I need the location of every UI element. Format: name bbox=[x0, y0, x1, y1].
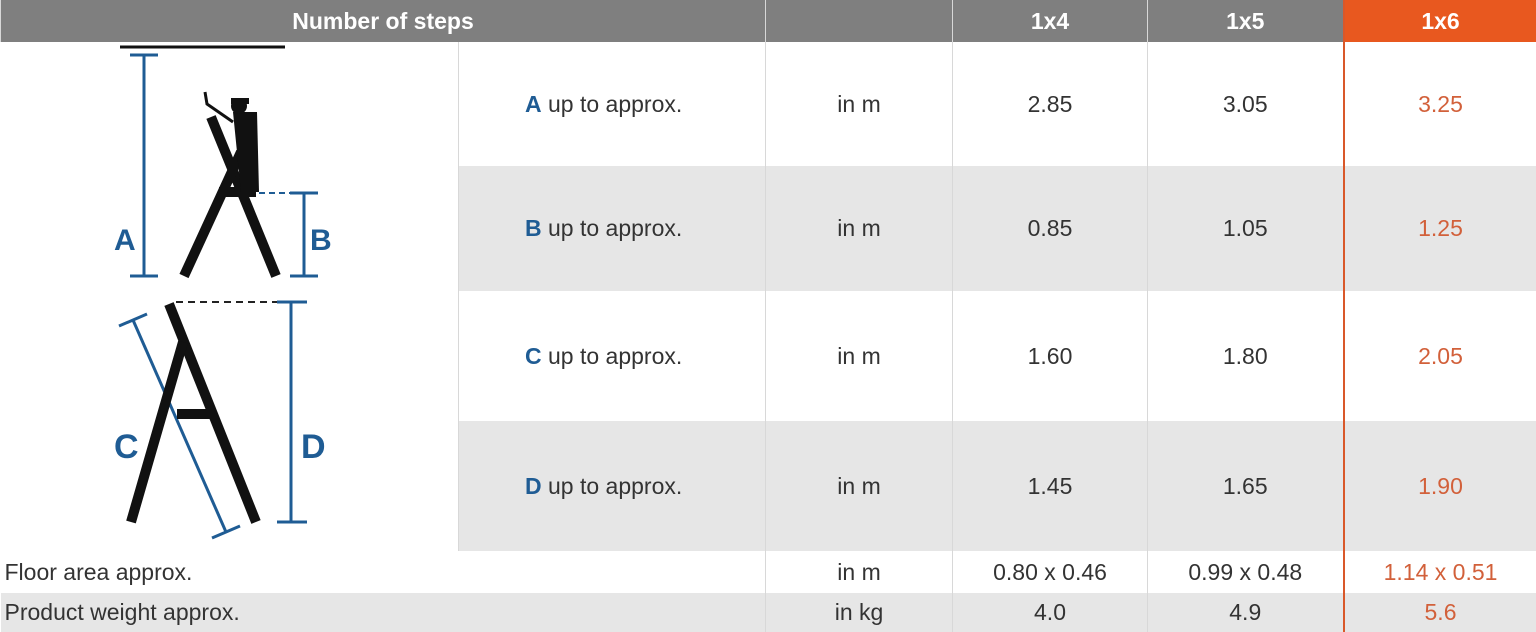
value-1x5: 1.05 bbox=[1148, 166, 1344, 290]
unit: in kg bbox=[766, 593, 953, 632]
unit: in m bbox=[766, 551, 953, 593]
value-1x6: 2.05 bbox=[1344, 291, 1536, 422]
row-label: C up to approx. bbox=[459, 291, 766, 422]
letter-d: D bbox=[301, 428, 326, 466]
value-1x4: 0.80 x 0.46 bbox=[953, 551, 1148, 593]
value-1x6: 1.25 bbox=[1344, 166, 1536, 290]
value-1x4: 1.60 bbox=[953, 291, 1148, 422]
unit: in m bbox=[766, 291, 953, 422]
value-1x5: 3.05 bbox=[1148, 42, 1344, 166]
value-1x4: 0.85 bbox=[953, 166, 1148, 290]
header-col-1x5: 1x5 bbox=[1148, 0, 1344, 42]
value-1x4: 4.0 bbox=[953, 593, 1148, 632]
value-1x5: 1.80 bbox=[1148, 291, 1344, 422]
header-col-1x4: 1x4 bbox=[953, 0, 1148, 42]
value-1x5: 4.9 bbox=[1148, 593, 1344, 632]
header-unit bbox=[766, 0, 953, 42]
value-1x6: 1.90 bbox=[1344, 421, 1536, 551]
value-1x6: 5.6 bbox=[1344, 593, 1536, 632]
row-label: Product weight approx. bbox=[1, 593, 766, 632]
value-1x5: 0.99 x 0.48 bbox=[1148, 551, 1344, 593]
header-row: Number of steps 1x4 1x5 1x6 bbox=[1, 0, 1536, 42]
header-col-1x6: 1x6 bbox=[1344, 0, 1536, 42]
letter-b: B bbox=[310, 224, 332, 257]
value-1x4: 2.85 bbox=[953, 42, 1148, 166]
header-title: Number of steps bbox=[1, 0, 766, 42]
ladder-diagram: A B C D bbox=[1, 42, 459, 551]
letter-c: C bbox=[114, 428, 139, 466]
unit: in m bbox=[766, 42, 953, 166]
value-1x6: 1.14 x 0.51 bbox=[1344, 551, 1536, 593]
table-row: Floor area approx. in m 0.80 x 0.46 0.99… bbox=[1, 551, 1536, 593]
row-label: Floor area approx. bbox=[1, 551, 766, 593]
value-1x4: 1.45 bbox=[953, 421, 1148, 551]
ladder-dimension-illustration: A B C D bbox=[1, 42, 459, 545]
unit: in m bbox=[766, 166, 953, 290]
table-row: Product weight approx. in kg 4.0 4.9 5.6 bbox=[1, 593, 1536, 632]
unit: in m bbox=[766, 421, 953, 551]
value-1x5: 1.65 bbox=[1148, 421, 1344, 551]
row-label: D up to approx. bbox=[459, 421, 766, 551]
letter-a: A bbox=[114, 224, 136, 257]
value-1x6: 3.25 bbox=[1344, 42, 1536, 166]
row-label: A up to approx. bbox=[459, 42, 766, 166]
table-row: A B C D A up to approx. in m 2.85 3.05 3… bbox=[1, 42, 1536, 166]
row-label: B up to approx. bbox=[459, 166, 766, 290]
